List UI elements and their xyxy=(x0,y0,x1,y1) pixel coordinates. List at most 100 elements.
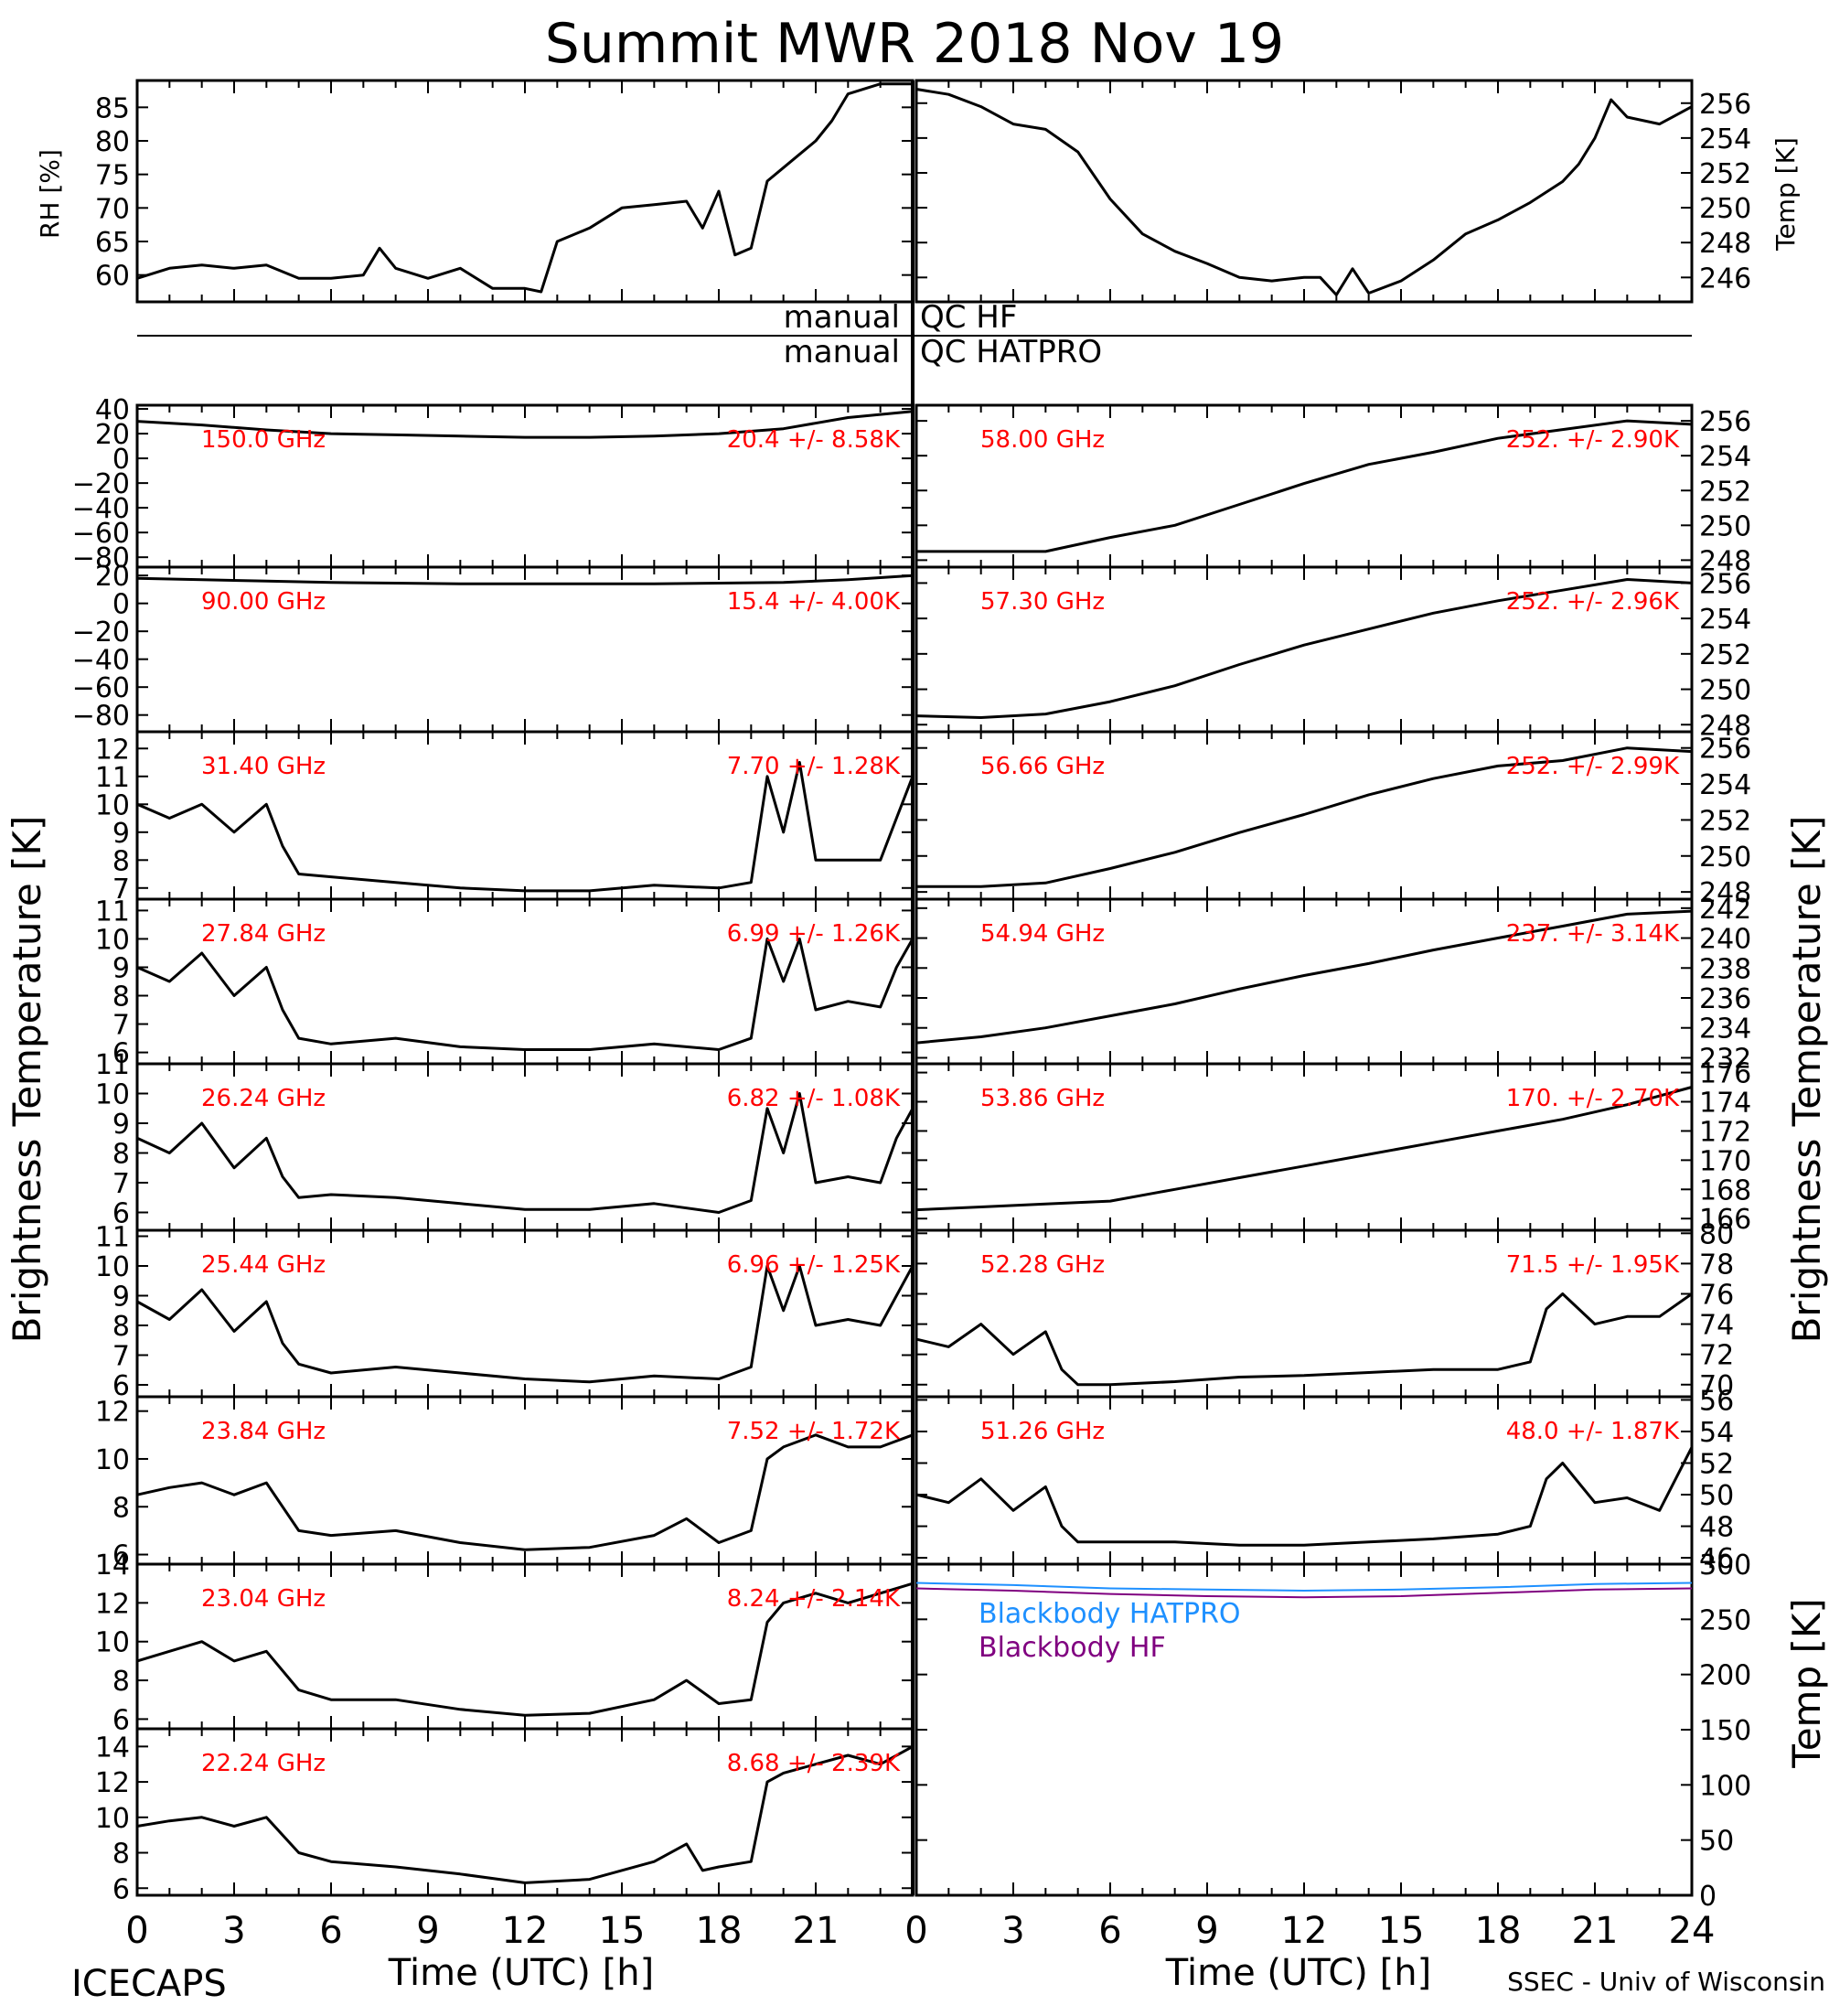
series-line xyxy=(915,1292,1693,1387)
series-line xyxy=(915,1086,1693,1212)
y-tick-label: 238 xyxy=(1699,953,1751,985)
x-tick-label: 9 xyxy=(1195,1910,1218,1952)
y-tick-label: −40 xyxy=(72,645,130,677)
y-tick-label: 254 xyxy=(1699,769,1751,801)
channel-stats: 48.0 +/- 1.87K xyxy=(1506,1418,1680,1445)
x-tick-label: 18 xyxy=(696,1910,743,1952)
y-tick-label: −60 xyxy=(72,518,130,550)
y-tick-label: 6 xyxy=(112,1704,130,1736)
y-tick-label: 40 xyxy=(95,394,130,426)
series-line-0 xyxy=(915,1582,1693,1592)
qc-label-right-2: QC HATPRO xyxy=(920,334,1102,370)
channel-stats: 252. +/- 2.99K xyxy=(1506,753,1680,780)
channel-stats: 252. +/- 2.90K xyxy=(1506,426,1680,454)
y-tick-label: 12 xyxy=(95,1397,130,1429)
y-tick-label: 65 xyxy=(95,227,130,259)
y-tick-label: 6 xyxy=(112,1038,130,1070)
y-tick-label: 10 xyxy=(95,1803,130,1835)
y-tick-label: 76 xyxy=(1699,1279,1734,1311)
y-tick-label: 252 xyxy=(1699,805,1751,837)
y-tick-label: 80 xyxy=(1699,1218,1734,1250)
channel-stats: 252. +/- 2.96K xyxy=(1506,588,1680,616)
y-tick-label: 174 xyxy=(1699,1088,1751,1120)
y-tick-label: 250 xyxy=(1699,675,1751,707)
x-tick-label: 0 xyxy=(125,1910,148,1952)
series-line xyxy=(915,909,1693,1045)
series-line xyxy=(136,1433,914,1551)
y-tick-label: 10 xyxy=(95,924,130,956)
y-tick-label: 8 xyxy=(112,1666,130,1698)
y-tick-label: 10 xyxy=(95,789,130,821)
y-tick-label: 248 xyxy=(1699,545,1751,577)
y-tick-label: 246 xyxy=(1699,263,1751,295)
y-tick-label: 11 xyxy=(95,1222,130,1254)
y-tick-label: 0 xyxy=(112,589,130,621)
y-tick-label: 252 xyxy=(1699,639,1751,671)
y-tick-label: 14 xyxy=(95,1550,130,1582)
y-tick-label: 0 xyxy=(1699,1881,1717,1913)
series-line xyxy=(136,1582,914,1717)
x-tick-label: 6 xyxy=(319,1910,342,1952)
y-tick-label: 250 xyxy=(1699,842,1751,874)
y-tick-label: 9 xyxy=(112,818,130,850)
channel-stats: 71.5 +/- 1.95K xyxy=(1506,1251,1680,1279)
series-line xyxy=(136,1264,914,1384)
channel-stats: 170. +/- 2.70K xyxy=(1506,1085,1680,1112)
panels: 60657075808524624825025225425640200−20−4… xyxy=(72,79,1751,1952)
y-tick-label: 0 xyxy=(112,444,130,476)
channel-stats: 8.24 +/- 2.14K xyxy=(727,1585,901,1613)
channel-label: 56.66 GHz xyxy=(980,753,1105,780)
qc-label-left-2: manual xyxy=(784,334,900,370)
side-label-rh: RH [%] xyxy=(35,149,65,239)
y-tick-label: 9 xyxy=(112,1109,130,1141)
series-line xyxy=(915,578,1693,719)
channel-stats: 8.68 +/- 2.39K xyxy=(727,1750,901,1777)
panel-frame xyxy=(914,79,1694,304)
y-tick-label: 8 xyxy=(112,1839,130,1871)
series-line xyxy=(136,82,913,294)
y-tick-label: 252 xyxy=(1699,476,1751,508)
y-tick-label: 6 xyxy=(112,1370,130,1402)
y-tick-label: 7 xyxy=(112,1341,130,1373)
y-tick-label: −20 xyxy=(72,617,130,649)
y-tick-label: 60 xyxy=(95,261,130,293)
y-tick-label: 52 xyxy=(1699,1449,1734,1481)
y-tick-label: −20 xyxy=(72,468,130,500)
side-label-left-tb: Brightness Temperature [K] xyxy=(5,816,49,1344)
channel-label: 51.26 GHz xyxy=(980,1418,1105,1445)
y-tick-label: 9 xyxy=(112,952,130,984)
channel-label: 23.04 GHz xyxy=(201,1585,326,1613)
y-tick-label: 70 xyxy=(95,193,130,225)
series-line xyxy=(916,746,1693,888)
y-tick-label: 248 xyxy=(1699,228,1751,260)
y-tick-label: 240 xyxy=(1699,924,1751,956)
y-tick-label: −40 xyxy=(72,493,130,525)
x-axis-label-left: Time (UTC) [h] xyxy=(388,1952,654,1994)
legend-entry: Blackbody HF xyxy=(979,1632,1166,1664)
y-tick-label: 200 xyxy=(1699,1660,1751,1692)
y-tick-label: 170 xyxy=(1699,1145,1751,1177)
y-tick-label: 176 xyxy=(1699,1058,1751,1090)
y-tick-label: 54 xyxy=(1699,1417,1734,1449)
y-tick-label: 254 xyxy=(1699,123,1751,155)
y-tick-label: 6 xyxy=(112,1540,130,1572)
channel-stats: 15.4 +/- 4.00K xyxy=(727,588,901,616)
y-tick-label: 85 xyxy=(95,92,130,124)
y-tick-label: 12 xyxy=(95,1588,130,1620)
y-tick-label: 254 xyxy=(1699,604,1751,636)
channel-stats: 7.70 +/- 1.28K xyxy=(727,753,901,780)
x-axis-label-right: Time (UTC) [h] xyxy=(1165,1952,1431,1994)
y-tick-label: 56 xyxy=(1699,1385,1734,1417)
y-tick-label: 250 xyxy=(1699,193,1751,225)
y-tick-label: 50 xyxy=(1699,1826,1734,1858)
y-tick-label: 256 xyxy=(1699,568,1751,600)
y-tick-label: 254 xyxy=(1699,441,1751,473)
y-tick-label: 8 xyxy=(112,845,130,877)
